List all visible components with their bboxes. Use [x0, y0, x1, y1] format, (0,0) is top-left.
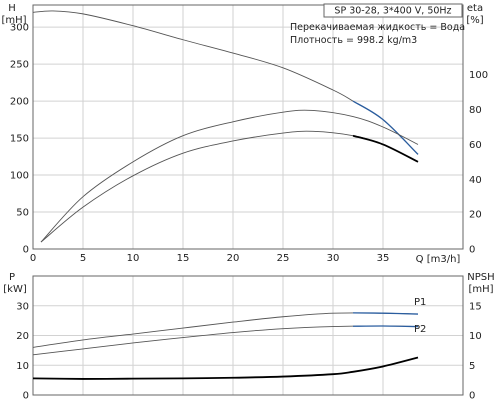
y-right-tick-label-0-1: 20 — [469, 210, 482, 221]
bottom-left-tick-labels: 0 10 20 30 — [16, 301, 29, 401]
x-tick-label-0-0: 0 — [30, 253, 36, 264]
x-tick-label-0-1: 5 — [80, 253, 86, 264]
top-x-axis-label: Q [m3/h] — [416, 254, 461, 265]
y-left-tick-label-0-4: 200 — [10, 97, 29, 108]
y-left-tick-label-0-1: 50 — [16, 208, 29, 219]
y-left-tick-label-0-5: 250 — [10, 60, 29, 71]
bottom-plot-frame — [32, 275, 464, 396]
x-tick-label-0-2: 10 — [127, 253, 140, 264]
bottom-left-axis-label-1: P — [9, 272, 15, 283]
info-box-frame — [323, 3, 463, 18]
curve-0-4 — [352, 134, 419, 163]
curve-1-1 — [32, 325, 419, 356]
curve-1-0 — [32, 312, 419, 348]
top-right-tick-labels: 0 20 40 60 80 100 — [469, 70, 488, 255]
series-label-p2: P2 — [414, 324, 426, 335]
top-left-axis-label-2: [mH] — [1, 15, 26, 26]
y-right-tick-label-0-5: 100 — [469, 70, 488, 81]
x-tick-label-0-4: 20 — [227, 253, 240, 264]
bottom-right-axis-label-1: NPSH — [467, 272, 494, 283]
curve-0-3 — [40, 130, 419, 243]
y-right-tick-label-1-3: 15 — [469, 301, 482, 312]
series-label-p1: P1 — [414, 297, 426, 308]
x-tick-label-0-5: 25 — [277, 253, 290, 264]
top-left-axis-label-1: H — [8, 3, 16, 14]
curve-1-4 — [32, 356, 419, 380]
bottom-curves — [32, 312, 419, 380]
x-tick-label-0-6: 30 — [327, 253, 340, 264]
top-left-tick-labels: 0 50 100 150 200 250 300 — [10, 23, 29, 256]
density-label: Плотность = 998.2 kg/m3 — [290, 35, 417, 46]
y-left-tick-label-1-2: 20 — [16, 331, 29, 342]
top-grid — [32, 5, 463, 250]
y-right-tick-label-0-0: 0 — [469, 245, 475, 256]
curve-0-2 — [40, 109, 419, 243]
y-left-tick-label-0-6: 300 — [10, 23, 29, 34]
bottom-right-tick-labels: 0 5 10 15 — [469, 301, 482, 401]
head-efficiency-chart: 0 5 10 15 20 25 30 35 0 50 100 150 200 250 300 0 20 40 6… — [1, 3, 488, 265]
y-right-tick-label-0-4: 80 — [469, 105, 482, 116]
x-tick-label-0-3: 15 — [177, 253, 190, 264]
power-npsh-chart: 0 10 20 30 0 5 10 15 P [kW] NPSH [mH] P1 P2 — [3, 272, 494, 402]
bottom-left-axis-label-2: [kW] — [3, 284, 27, 295]
bottom-right-axis-label-2: [mH] — [468, 284, 493, 295]
y-right-tick-label-1-0: 0 — [469, 391, 475, 401]
curve-1-2 — [352, 312, 419, 315]
y-left-tick-label-1-1: 10 — [16, 361, 29, 372]
top-plot-frame — [32, 4, 464, 250]
y-right-tick-label-1-1: 5 — [469, 361, 475, 372]
y-left-tick-label-1-0: 0 — [23, 391, 29, 401]
top-right-axis-label-2: [%] — [466, 15, 483, 26]
y-left-tick-label-1-3: 30 — [16, 301, 29, 312]
y-left-tick-label-0-0: 0 — [23, 245, 29, 256]
top-curves — [32, 10, 419, 243]
top-x-tick-labels: 0 5 10 15 20 25 30 35 — [30, 253, 390, 264]
info-box: SP 30-28, 3*400 V, 50Hz Перекачиваемая ж… — [290, 3, 465, 46]
y-right-tick-label-0-3: 60 — [469, 140, 482, 151]
top-right-axis-label-1: eta — [467, 3, 483, 14]
y-left-tick-label-0-2: 100 — [10, 171, 29, 182]
y-right-tick-label-0-2: 40 — [469, 175, 482, 186]
pump-model-label: SP 30-28, 3*400 V, 50Hz — [334, 6, 451, 17]
y-left-tick-label-0-3: 150 — [10, 134, 29, 145]
y-right-tick-label-1-2: 10 — [469, 331, 482, 342]
x-tick-label-0-7: 35 — [377, 253, 390, 264]
curve-0-1 — [352, 100, 419, 155]
curve-1-3 — [352, 325, 419, 328]
liquid-label: Перекачиваемая жидкость = Вода — [290, 22, 465, 33]
